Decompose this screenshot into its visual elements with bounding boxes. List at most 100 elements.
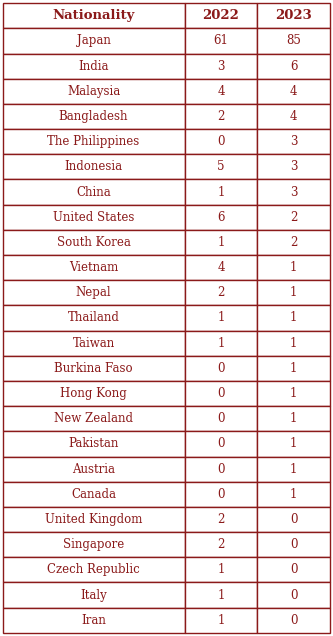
Text: 4: 4 (217, 261, 225, 274)
Text: 1: 1 (217, 312, 224, 324)
Text: 1: 1 (290, 336, 297, 350)
Bar (3, 255, 184, 280)
Text: 0: 0 (290, 513, 297, 526)
Bar (184, 255, 257, 280)
Text: 0: 0 (217, 412, 225, 425)
Text: 1: 1 (217, 588, 224, 602)
Bar (257, 79, 330, 104)
Text: Iran: Iran (81, 614, 106, 626)
Bar (184, 583, 257, 607)
Bar (3, 381, 184, 406)
Bar (184, 205, 257, 230)
Bar (184, 129, 257, 155)
Text: 0: 0 (217, 362, 225, 375)
Text: Canada: Canada (71, 488, 116, 501)
Text: 2: 2 (217, 513, 224, 526)
Bar (3, 507, 184, 532)
Bar (257, 381, 330, 406)
Bar (184, 406, 257, 431)
Bar (3, 356, 184, 381)
Text: Burkina Faso: Burkina Faso (54, 362, 133, 375)
Bar (3, 280, 184, 305)
Bar (3, 583, 184, 607)
Bar (184, 481, 257, 507)
Text: 6: 6 (290, 60, 297, 73)
Text: 4: 4 (290, 85, 297, 98)
Text: 6: 6 (217, 211, 225, 224)
Bar (3, 457, 184, 481)
Text: 61: 61 (213, 34, 228, 48)
Text: 0: 0 (290, 614, 297, 626)
Text: 1: 1 (290, 312, 297, 324)
Bar (257, 431, 330, 457)
Text: 0: 0 (290, 538, 297, 551)
Bar (184, 53, 257, 79)
Bar (3, 557, 184, 583)
Bar (257, 532, 330, 557)
Text: 2: 2 (290, 211, 297, 224)
Text: 3: 3 (290, 135, 297, 148)
Text: Vietnam: Vietnam (69, 261, 118, 274)
Text: 0: 0 (217, 462, 225, 476)
Bar (3, 29, 184, 53)
Text: India: India (78, 60, 109, 73)
Text: 2023: 2023 (275, 10, 312, 22)
Bar (184, 305, 257, 331)
Bar (257, 29, 330, 53)
Bar (257, 3, 330, 29)
Text: 1: 1 (290, 387, 297, 400)
Bar (257, 457, 330, 481)
Bar (257, 406, 330, 431)
Text: 1: 1 (290, 462, 297, 476)
Text: China: China (76, 186, 111, 198)
Text: 1: 1 (217, 186, 224, 198)
Text: United States: United States (53, 211, 134, 224)
Text: 1: 1 (290, 261, 297, 274)
Bar (257, 280, 330, 305)
Text: 0: 0 (217, 438, 225, 450)
Text: Austria: Austria (72, 462, 115, 476)
Bar (257, 255, 330, 280)
Text: 4: 4 (217, 85, 225, 98)
Text: 2: 2 (217, 286, 224, 300)
Bar (3, 230, 184, 255)
Text: 1: 1 (290, 412, 297, 425)
Text: Singapore: Singapore (63, 538, 124, 551)
Bar (257, 356, 330, 381)
Text: 3: 3 (217, 60, 225, 73)
Text: 2022: 2022 (202, 10, 239, 22)
Bar (257, 607, 330, 633)
Text: 1: 1 (290, 438, 297, 450)
Bar (257, 53, 330, 79)
Bar (3, 129, 184, 155)
Text: South Korea: South Korea (57, 236, 131, 249)
Text: 3: 3 (290, 160, 297, 174)
Bar (3, 3, 184, 29)
Text: Bangladesh: Bangladesh (59, 110, 128, 123)
Bar (3, 104, 184, 129)
Text: 5: 5 (217, 160, 225, 174)
Text: 1: 1 (290, 488, 297, 501)
Text: 4: 4 (290, 110, 297, 123)
Text: 1: 1 (217, 614, 224, 626)
Text: 1: 1 (217, 336, 224, 350)
Text: 0: 0 (217, 135, 225, 148)
Bar (3, 53, 184, 79)
Bar (3, 431, 184, 457)
Text: Hong Kong: Hong Kong (60, 387, 127, 400)
Bar (257, 481, 330, 507)
Text: 2: 2 (290, 236, 297, 249)
Bar (184, 280, 257, 305)
Bar (3, 331, 184, 356)
Text: Taiwan: Taiwan (73, 336, 115, 350)
Text: 85: 85 (286, 34, 301, 48)
Bar (257, 583, 330, 607)
Text: 2: 2 (217, 110, 224, 123)
Bar (257, 305, 330, 331)
Bar (184, 532, 257, 557)
Text: Indonesia: Indonesia (65, 160, 123, 174)
Bar (184, 507, 257, 532)
Text: 0: 0 (217, 488, 225, 501)
Bar (257, 230, 330, 255)
Bar (3, 481, 184, 507)
